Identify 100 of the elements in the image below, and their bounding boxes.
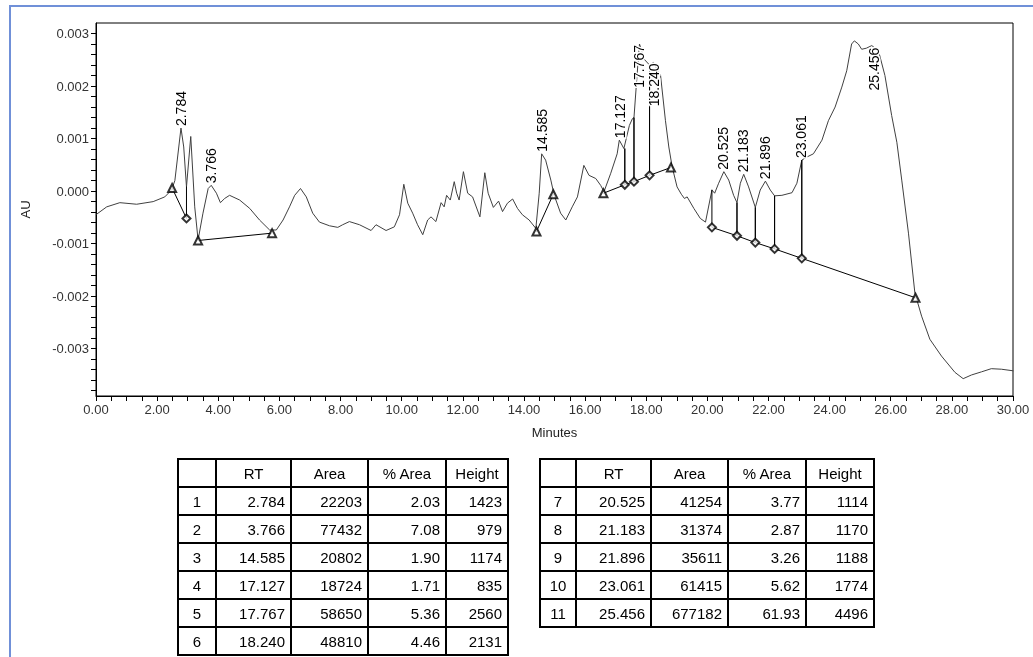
x-tick-label: 16.00 (568, 402, 602, 417)
x-tick-label: % Area (728, 459, 806, 487)
annotation: 18.240 (645, 63, 662, 107)
x-tick-label: 0.00 (83, 402, 109, 417)
point (598, 188, 609, 199)
data-label: 1.90 (368, 543, 446, 571)
point (193, 235, 204, 246)
line-series (96, 40, 1014, 380)
y-tick-label: 0.000 (56, 183, 89, 199)
data-label: 5.62 (728, 571, 806, 599)
x-tick-label: 8.00 (327, 402, 354, 417)
data-label: 3.766 (216, 515, 291, 543)
data-label: 21.896 (576, 543, 651, 571)
data-label: 61.93 (728, 599, 806, 627)
data-label: 677182 (651, 599, 728, 627)
data-label: 2131 (446, 627, 508, 655)
data-label: 17.767 (216, 599, 291, 627)
x-tick-label: RT (216, 459, 291, 487)
x-tick-label: 24.00 (813, 402, 846, 417)
annotation: 17.767 (631, 44, 648, 88)
data-label: 17.127 (216, 571, 291, 599)
data-label: 20.525 (576, 487, 651, 515)
data-label: 77432 (291, 515, 368, 543)
data-label: 3.77 (728, 487, 806, 515)
data-label: 4.46 (368, 627, 446, 655)
data-label: 18724 (291, 571, 368, 599)
point (548, 189, 559, 200)
point (628, 176, 639, 187)
x-tick-label: Area (291, 459, 368, 487)
data-label: 1188 (806, 543, 874, 571)
data-label: 979 (446, 515, 508, 543)
data-label: 2.784 (216, 487, 291, 515)
point (910, 292, 921, 303)
annotation: 21.896 (757, 136, 774, 180)
x-tick-label: 12.00 (446, 402, 480, 417)
data-label: 61415 (651, 571, 728, 599)
data-label: 2.87 (728, 515, 806, 543)
data-label: 7.08 (368, 515, 446, 543)
annotation: 2.784 (173, 90, 190, 127)
y-tick-label: -0.001 (52, 236, 89, 252)
data-label: 2.03 (368, 487, 446, 515)
data-label: 25.456 (576, 599, 651, 627)
y-tick-label: 10 (540, 571, 576, 599)
point (267, 228, 278, 239)
annotation: 20.525 (715, 126, 732, 170)
data-label: 1423 (446, 487, 508, 515)
x-tick-label: Area (651, 459, 728, 487)
data-label: 23.061 (576, 571, 651, 599)
y-tick-label: 8 (540, 515, 576, 543)
x-tick-label: 20.00 (691, 402, 724, 417)
point (706, 222, 717, 233)
data-label: 14.585 (216, 543, 291, 571)
annotation: 3.766 (203, 148, 220, 184)
data-label: 41254 (651, 487, 728, 515)
data-label: 5.36 (368, 599, 446, 627)
y-axis-title: AU (18, 200, 33, 219)
point (181, 213, 192, 224)
y-tick-label: -0.002 (52, 288, 89, 304)
y-tick-label: 9 (540, 543, 576, 571)
data-label: 3.26 (728, 543, 806, 571)
data-label: 1114 (806, 487, 874, 515)
y-tick-label: 11 (540, 599, 576, 627)
y-tick-label: 4 (178, 571, 216, 599)
data-label: 21.183 (576, 515, 651, 543)
data-label: 18.240 (216, 627, 291, 655)
x-tick-label: 26.00 (874, 402, 908, 417)
x-tick-label: Height (446, 459, 508, 487)
data-label: 4496 (806, 599, 874, 627)
data-label: 35611 (651, 543, 728, 571)
x-tick-label: 14.00 (507, 402, 541, 417)
data-label: 58650 (291, 599, 368, 627)
y-tick-label: -0.003 (52, 341, 89, 357)
x-tick-label: 28.00 (935, 402, 969, 417)
annotation: 25.456 (866, 47, 883, 91)
x-tick-label: 6.00 (266, 402, 293, 417)
data-label: 48810 (291, 627, 368, 655)
y-tick-label: 7 (540, 487, 576, 515)
annotation: 23.061 (792, 115, 809, 159)
y-tick-label: 0.002 (56, 78, 89, 94)
data-label: 1174 (446, 543, 508, 571)
y-tick-label: 6 (178, 627, 216, 655)
x-tick-label: Height (806, 459, 874, 487)
point (167, 182, 178, 193)
point (619, 179, 630, 190)
y-tick-label: 3 (178, 543, 216, 571)
x-tick-label: 4.00 (205, 402, 231, 417)
data-label: 20802 (291, 543, 368, 571)
data-label: 22203 (291, 487, 368, 515)
data-label: 1170 (806, 515, 874, 543)
y-tick-label: 1 (178, 487, 216, 515)
point (750, 237, 761, 248)
y-tick-label: 0.003 (56, 26, 89, 42)
point (531, 226, 542, 237)
point (665, 162, 676, 173)
annotation: 21.183 (735, 129, 752, 173)
y-tick-label: 2 (178, 515, 216, 543)
point (731, 230, 742, 241)
data-label: 1.71 (368, 571, 446, 599)
annotation: 14.585 (533, 108, 550, 152)
x-tick-label: 30.00 (996, 402, 1030, 417)
